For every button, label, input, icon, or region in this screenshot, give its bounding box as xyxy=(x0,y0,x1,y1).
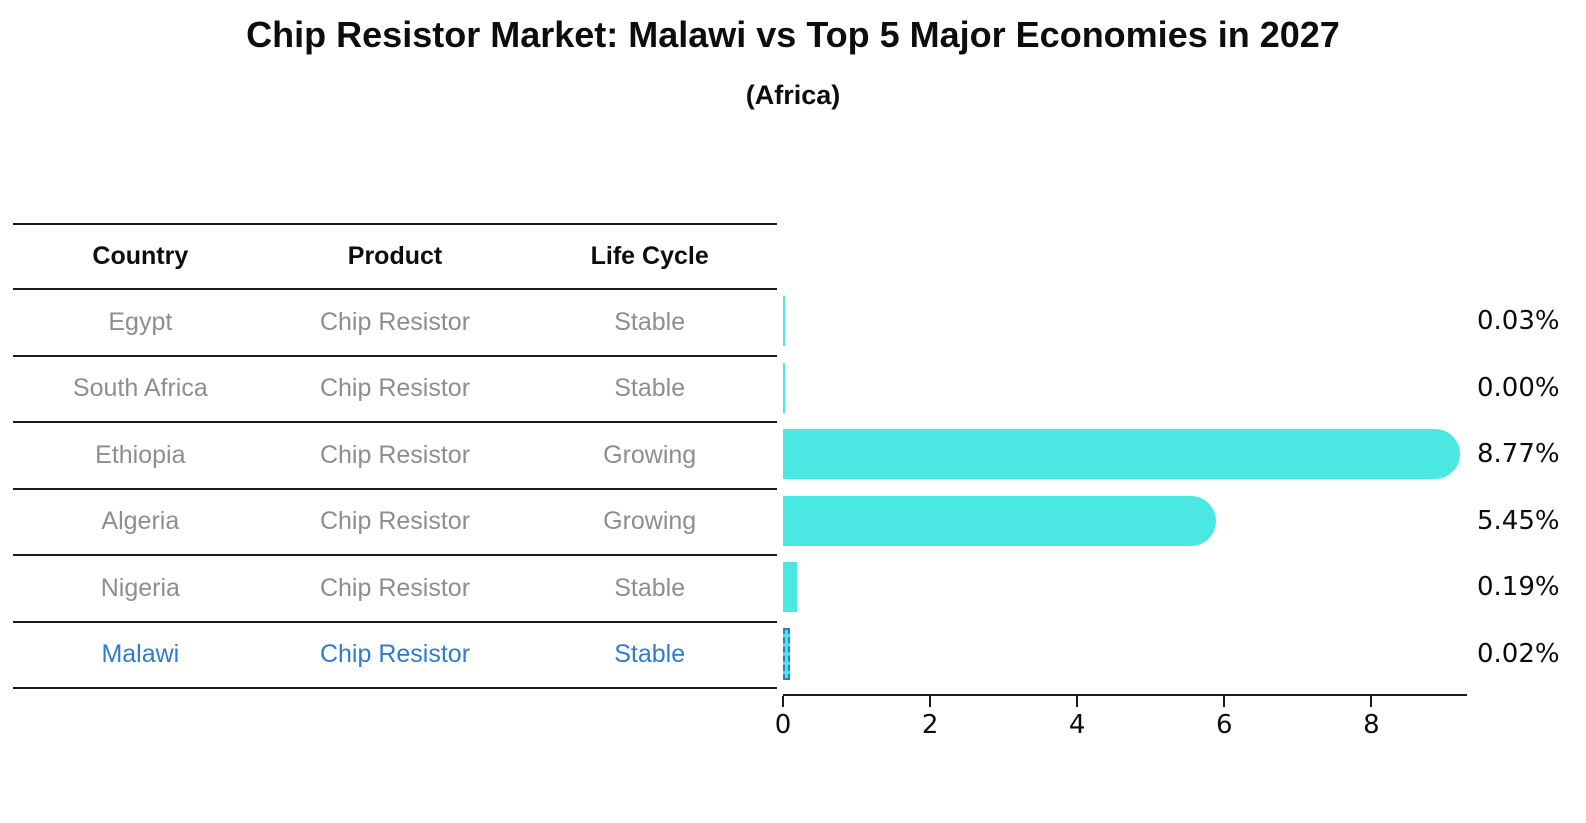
column-header-product: Product xyxy=(347,242,443,270)
value-label: 8.77% xyxy=(1477,439,1560,470)
product-cell: Chip Resistor xyxy=(319,440,471,469)
column-header-lifecycle: Life Cycle xyxy=(590,242,709,270)
lifecycle-cell: Growing xyxy=(603,440,697,469)
chart-row: 5.45% xyxy=(777,488,1586,555)
country-cell: Egypt xyxy=(108,307,173,336)
x-axis-tick-label: 8 xyxy=(1363,710,1380,740)
product-cell: Chip Resistor xyxy=(319,507,471,536)
product-cell: Chip Resistor xyxy=(319,573,471,602)
chart-subtitle: (Africa) xyxy=(745,80,841,110)
country-cell: Nigeria xyxy=(100,573,180,602)
x-axis-tick xyxy=(1223,696,1226,707)
table-row: Nigeria Chip Resistor Stable xyxy=(13,556,777,623)
value-label: 0.02% xyxy=(1477,638,1560,669)
bar-chart-plot: 0.03% 0.00% 8.77% 5.45% 0.19% 0.02% xyxy=(777,288,1586,687)
value-bar xyxy=(783,627,790,680)
x-axis-tick-label: 4 xyxy=(1068,710,1086,740)
value-bar xyxy=(783,296,786,347)
value-label: 0.19% xyxy=(1477,572,1560,603)
table-row: Malawi Chip Resistor Stable xyxy=(13,623,777,689)
x-axis-tick xyxy=(929,696,932,707)
value-bar xyxy=(783,429,1461,480)
chart-row: 0.02% xyxy=(777,621,1586,688)
product-cell: Chip Resistor xyxy=(319,374,471,403)
lifecycle-cell: Stable xyxy=(614,573,686,602)
product-cell: Chip Resistor xyxy=(319,307,471,336)
chart-row: 0.19% xyxy=(777,554,1586,621)
table-row: Egypt Chip Resistor Stable xyxy=(13,290,777,357)
value-bar xyxy=(783,495,1216,546)
table-rows: Egypt Chip Resistor Stable South Africa … xyxy=(13,290,777,689)
chart-row: 8.77% xyxy=(777,421,1586,488)
table-header-row: Country Product Life Cycle xyxy=(13,225,777,290)
value-label: 0.03% xyxy=(1477,306,1560,337)
chart-row: 0.00% xyxy=(777,355,1586,422)
x-axis-tick-label: 2 xyxy=(921,710,939,740)
product-cell: Chip Resistor xyxy=(319,640,471,669)
country-cell: Ethiopia xyxy=(95,440,186,469)
column-header-country: Country xyxy=(92,242,189,270)
lifecycle-cell: Growing xyxy=(603,507,697,536)
value-bar xyxy=(783,562,797,613)
table-row: South Africa Chip Resistor Stable xyxy=(13,357,777,423)
lifecycle-cell: Stable xyxy=(614,307,686,336)
country-cell: Algeria xyxy=(101,507,180,536)
chart-row: 0.03% xyxy=(777,288,1586,355)
country-cell: South Africa xyxy=(72,374,208,403)
chart-title: Chip Resistor Market: Malawi vs Top 5 Ma… xyxy=(246,14,1340,55)
lifecycle-cell: Stable xyxy=(614,640,686,669)
x-axis-tick xyxy=(1076,696,1079,707)
table-row: Ethiopia Chip Resistor Growing xyxy=(13,423,777,490)
x-axis-tick-label: 0 xyxy=(774,710,792,740)
table-row: Algeria Chip Resistor Growing xyxy=(13,490,777,556)
country-table: Country Product Life Cycle Egypt Chip Re… xyxy=(13,223,777,689)
x-axis: 0 2 4 6 8 xyxy=(775,694,1467,740)
x-axis-tick xyxy=(1370,696,1373,707)
value-bar xyxy=(783,362,785,413)
value-label: 0.00% xyxy=(1477,372,1560,403)
x-axis-tick xyxy=(782,696,784,707)
x-axis-tick-label: 6 xyxy=(1216,710,1233,740)
lifecycle-cell: Stable xyxy=(614,374,686,403)
value-label: 5.45% xyxy=(1477,505,1560,536)
country-cell: Malawi xyxy=(101,640,180,669)
